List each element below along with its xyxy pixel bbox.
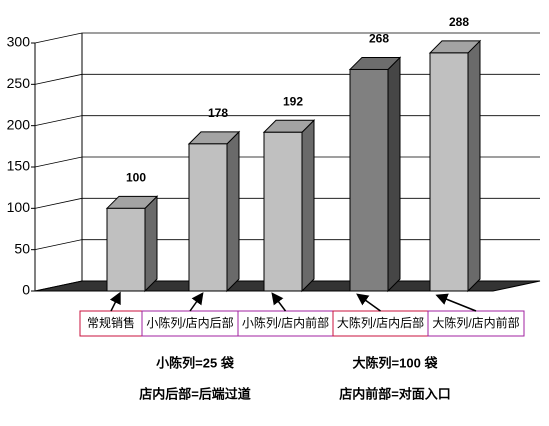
bar-side — [144, 195, 158, 293]
bar — [349, 68, 389, 292]
bar-side — [387, 56, 401, 293]
bar-side — [467, 39, 481, 293]
bar — [106, 207, 146, 292]
note: 店内后部=后端过道 — [139, 386, 251, 401]
y-tick-label: 100 — [7, 199, 31, 215]
y-tick-label: 250 — [7, 75, 31, 91]
value-label: 100 — [126, 171, 146, 185]
value-label: 178 — [208, 106, 228, 120]
arrow — [189, 292, 204, 312]
note: 店内前部=对面入口 — [339, 386, 451, 401]
y-tick-label: 200 — [7, 116, 31, 132]
value-label: 192 — [283, 94, 303, 108]
x-tick-label: 大陈列/店内前部 — [432, 315, 519, 330]
bar — [263, 131, 303, 292]
x-tick-label: 大陈列/店内后部 — [337, 315, 424, 330]
arrow — [271, 292, 287, 312]
grid-line — [34, 32, 540, 44]
bar-side — [226, 130, 240, 293]
x-tick-label: 小陈列/店内前部 — [242, 315, 329, 330]
note: 大陈列=100 袋 — [353, 355, 439, 370]
value-label: 288 — [449, 15, 469, 29]
arrow — [109, 291, 121, 312]
arrow — [356, 293, 381, 312]
y-tick-label: 300 — [7, 34, 31, 50]
arrow — [435, 293, 477, 312]
bar — [188, 143, 228, 292]
note: 小陈列=25 袋 — [156, 355, 235, 370]
y-tick-label: 150 — [7, 158, 31, 174]
y-tick-label: 0 — [22, 282, 30, 298]
bar — [429, 52, 469, 292]
y-tick-label: 50 — [14, 240, 30, 256]
bar-side — [301, 119, 315, 293]
x-tick-label: 常规销售 — [87, 315, 135, 330]
x-tick-label: 小陈列/店内后部 — [146, 315, 233, 330]
value-label: 268 — [369, 32, 389, 46]
